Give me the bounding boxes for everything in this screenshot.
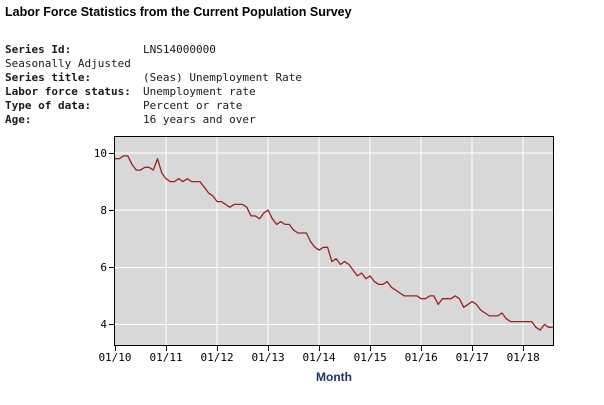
type-of-data-value: Percent or rate bbox=[143, 99, 243, 112]
y-tick-label: 10 bbox=[93, 146, 107, 160]
x-tick-label: 01/12 bbox=[200, 351, 234, 364]
x-tick-label: 01/15 bbox=[353, 351, 387, 364]
series-title-row: Series title: (Seas) Unemployment Rate bbox=[5, 71, 302, 85]
series-title-value: (Seas) Unemployment Rate bbox=[143, 71, 302, 84]
y-tick-label: 4 bbox=[100, 317, 107, 331]
y-tick-mark bbox=[109, 323, 114, 325]
x-tick-mark bbox=[369, 346, 371, 351]
x-tick-label: 01/10 bbox=[98, 351, 132, 364]
seasonally-adjusted-row: Seasonally Adjusted bbox=[5, 57, 302, 71]
x-tick-mark bbox=[471, 346, 473, 351]
plot-area bbox=[114, 136, 554, 346]
age-row: Age: 16 years and over bbox=[5, 113, 302, 127]
type-of-data-row: Type of data: Percent or rate bbox=[5, 99, 302, 113]
x-tick-label: 01/14 bbox=[302, 351, 336, 364]
x-tick-mark bbox=[420, 346, 422, 351]
y-tick-label: 6 bbox=[100, 260, 107, 274]
x-axis-title: Month bbox=[316, 370, 352, 384]
x-tick-label: 01/11 bbox=[149, 351, 183, 364]
x-tick-label: 01/17 bbox=[455, 351, 489, 364]
unemployment-rate-series bbox=[115, 155, 553, 331]
page-title: Labor Force Statistics from the Current … bbox=[5, 5, 352, 19]
y-tick-mark bbox=[109, 266, 114, 268]
gridlines bbox=[115, 137, 553, 345]
seasonally-adjusted-label: Seasonally Adjusted bbox=[5, 57, 131, 70]
type-of-data-label: Type of data: bbox=[5, 99, 92, 112]
unemployment-rate-line-chart bbox=[115, 137, 553, 345]
age-label: Age: bbox=[5, 113, 32, 126]
x-tick-mark bbox=[318, 346, 320, 351]
series-id-value: LNS14000000 bbox=[143, 43, 216, 56]
x-tick-mark bbox=[522, 346, 524, 351]
x-tick-mark bbox=[114, 346, 116, 351]
age-value: 16 years and over bbox=[143, 113, 256, 126]
x-tick-label: 01/13 bbox=[251, 351, 285, 364]
labor-force-status-label: Labor force status: bbox=[5, 85, 131, 98]
plot-background bbox=[115, 137, 553, 345]
labor-force-status-row: Labor force status: Unemployment rate bbox=[5, 85, 302, 99]
x-tick-label: 01/16 bbox=[404, 351, 438, 364]
y-tick-mark bbox=[109, 152, 114, 154]
labor-force-status-value: Unemployment rate bbox=[143, 85, 256, 98]
series-info: Series Id: LNS14000000 Seasonally Adjust… bbox=[5, 43, 302, 127]
x-tick-mark bbox=[165, 346, 167, 351]
series-id-label: Series Id: bbox=[5, 43, 72, 56]
x-tick-label: 01/18 bbox=[506, 351, 540, 364]
x-tick-mark bbox=[216, 346, 218, 351]
y-tick-mark bbox=[109, 209, 114, 211]
series-title-label: Series title: bbox=[5, 71, 92, 84]
series-id-row: Series Id: LNS14000000 bbox=[5, 43, 302, 57]
y-tick-label: 8 bbox=[100, 203, 107, 217]
x-tick-mark bbox=[267, 346, 269, 351]
